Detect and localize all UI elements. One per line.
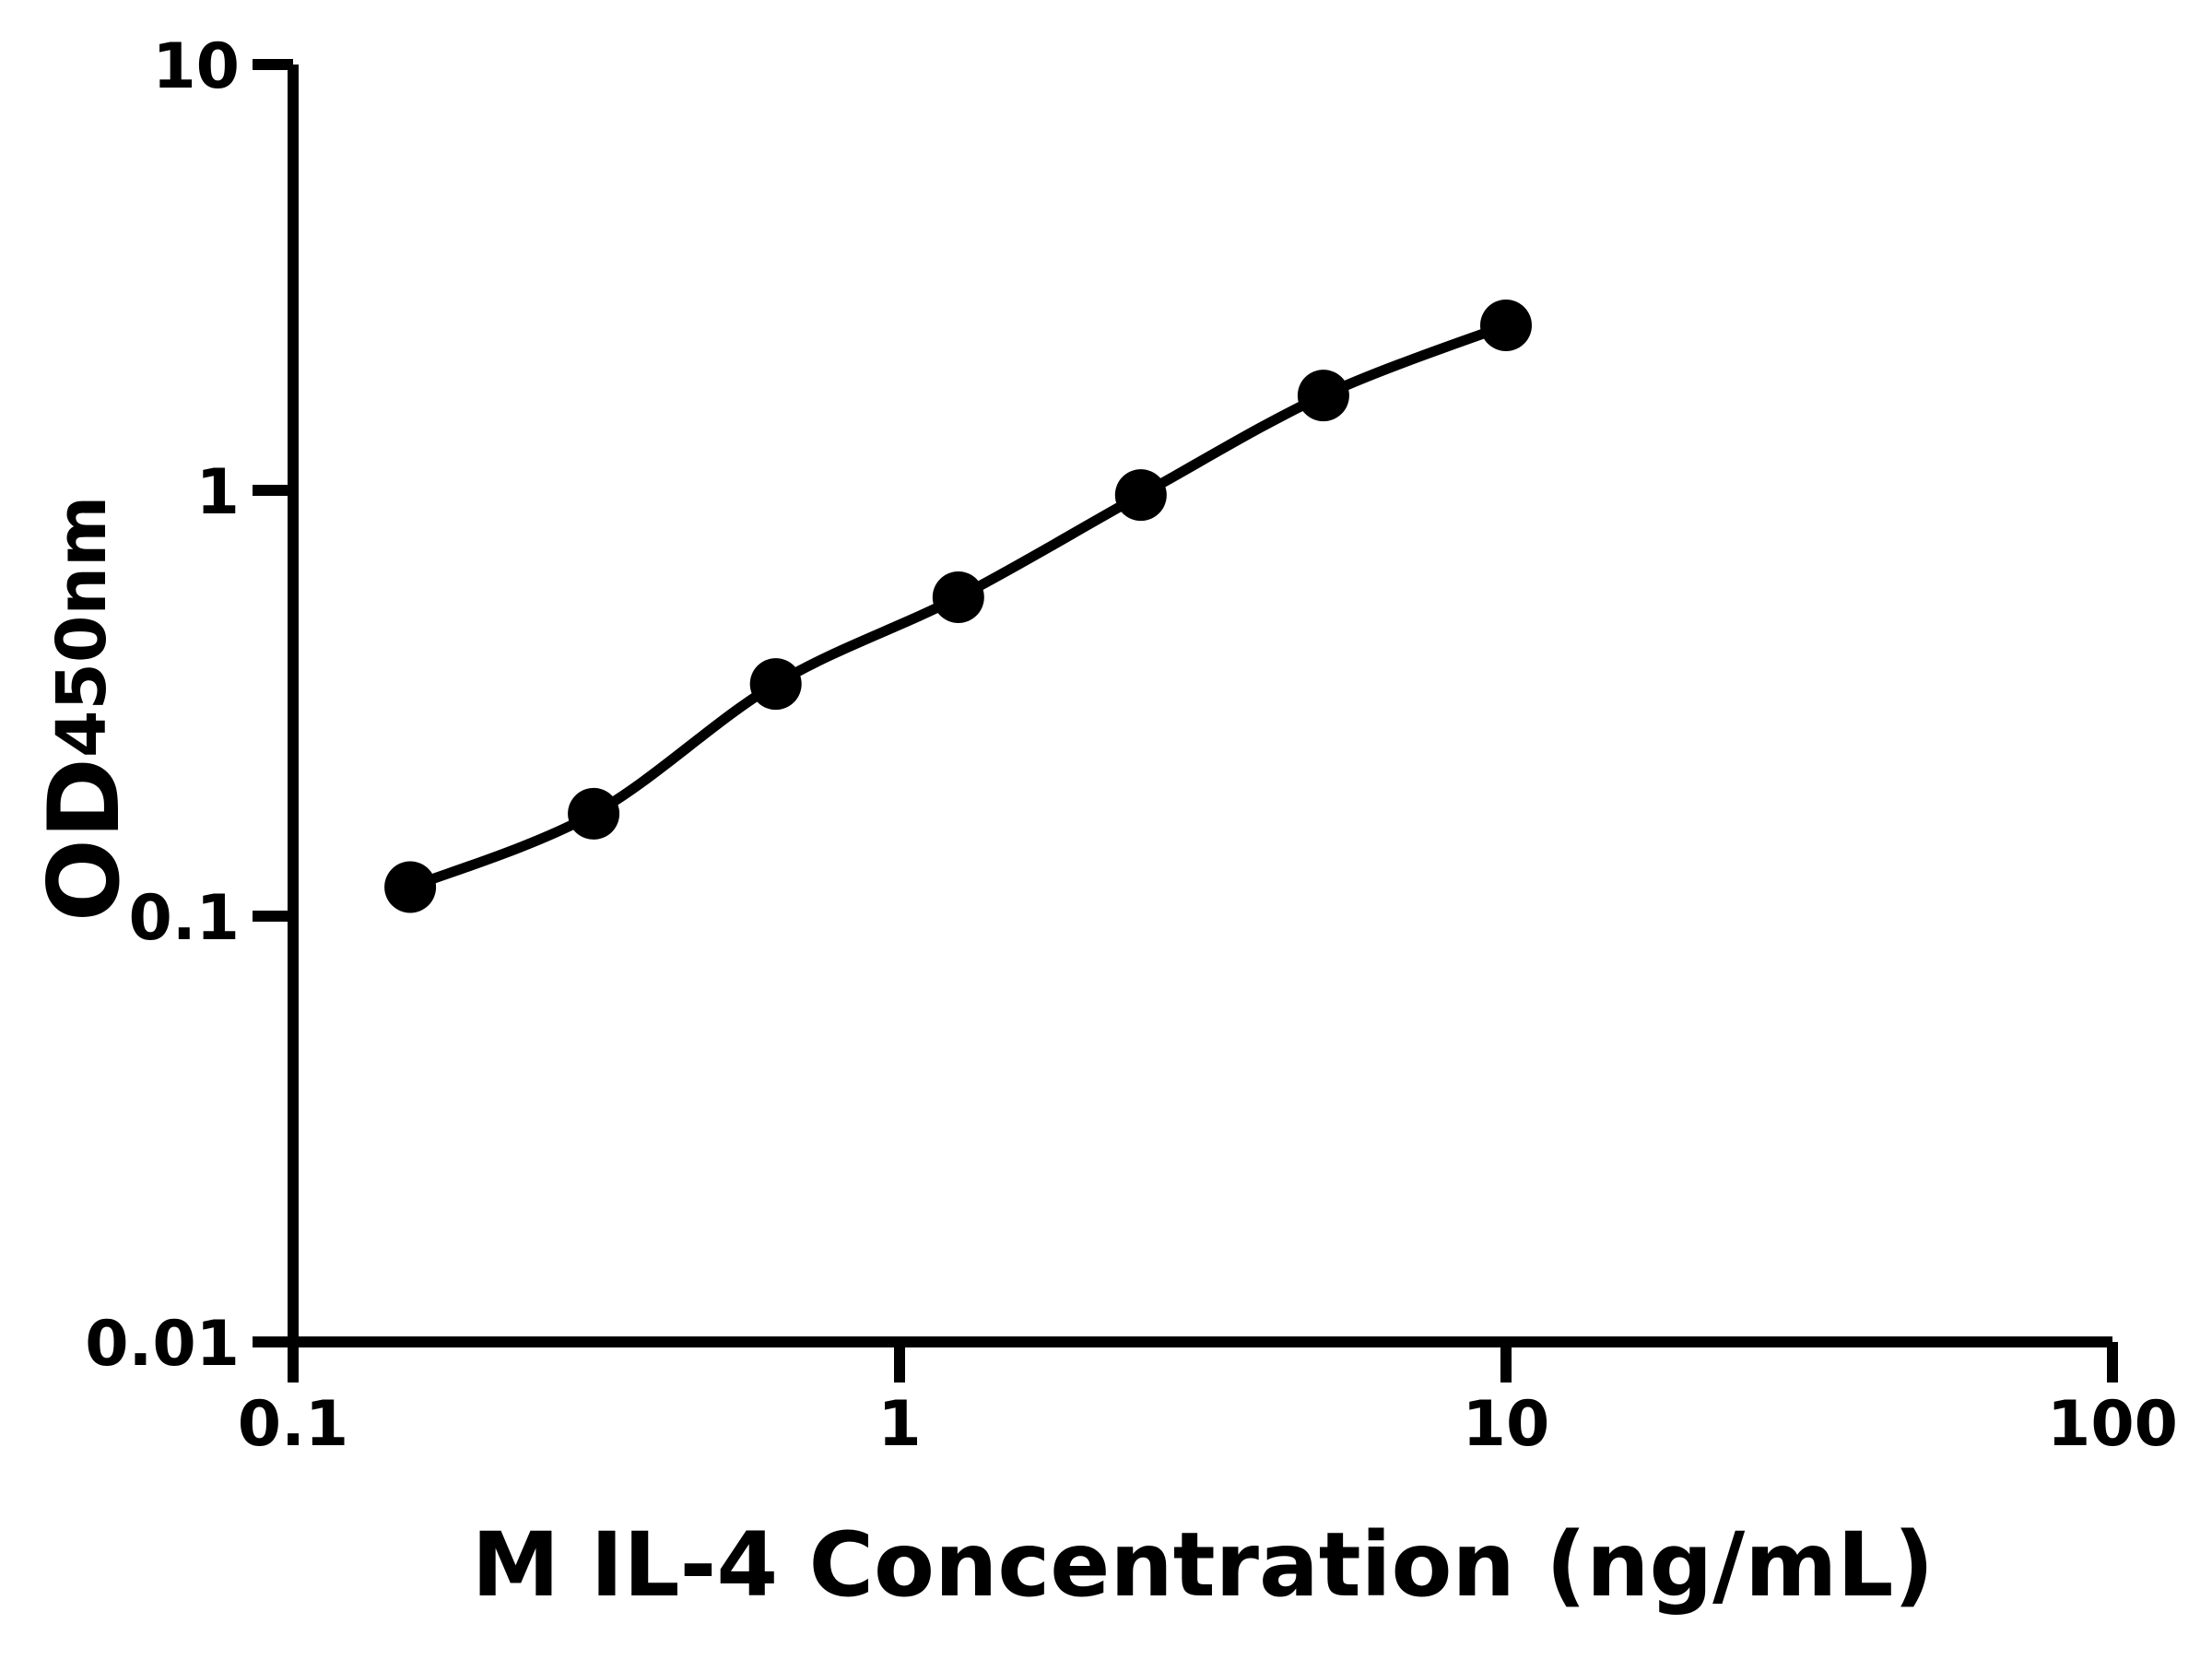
- x-tick-label: 0.1: [238, 1388, 348, 1461]
- data-point-marker: [1114, 469, 1167, 522]
- x-tick-label: 1: [877, 1388, 921, 1461]
- data-point-marker: [1297, 370, 1349, 422]
- y-tick-label: 10: [152, 30, 240, 103]
- x-tick-label: 100: [2047, 1388, 2178, 1461]
- y-tick-label: 0.01: [85, 1308, 240, 1381]
- data-point-marker: [749, 658, 802, 711]
- data-point-marker: [384, 861, 437, 913]
- data-point-marker: [568, 787, 620, 840]
- y-axis-title-sub: 450nm: [42, 495, 122, 759]
- y-axis-title: OD450nm: [28, 495, 141, 922]
- y-axis-title-main: OD: [28, 758, 141, 923]
- y-tick-label: 1: [196, 456, 240, 529]
- y-tick-label: 0.1: [129, 882, 240, 955]
- x-tick-label: 10: [1463, 1388, 1550, 1461]
- axis-spines: [288, 65, 2112, 1347]
- data-point-marker: [1480, 300, 1532, 351]
- series-group: [384, 300, 1532, 913]
- data-point-marker: [932, 571, 984, 623]
- x-axis-title: M IL-4 Concentration (ng/mL): [471, 1513, 1935, 1617]
